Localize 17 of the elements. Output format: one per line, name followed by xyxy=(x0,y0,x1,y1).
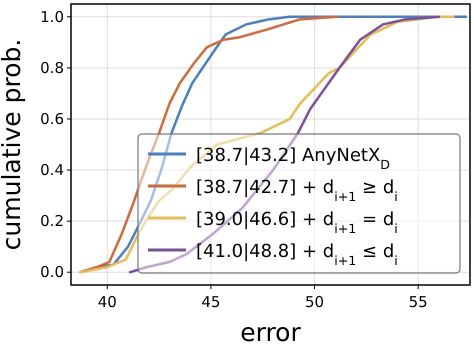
y-tick-label: 0.8 xyxy=(40,58,64,77)
y-axis-title: cumulative prob. xyxy=(0,38,26,250)
x-tick-label: 40 xyxy=(98,293,117,311)
y-tick-label: 1.0 xyxy=(40,8,64,26)
y-tick-label: 0.4 xyxy=(40,161,64,180)
y-tick-label: 0.0 xyxy=(40,263,64,282)
legend-label: [41.0|48.8] + d$_{i+1}$ ≤ d$_{i}$ xyxy=(196,241,398,268)
y-tick-label: 0.6 xyxy=(40,110,64,128)
legend-label: [38.7|43.2] AnyNetX$_{D}$ xyxy=(196,145,390,172)
x-tick-label: 55 xyxy=(408,293,428,311)
x-tick-label: 50 xyxy=(305,293,324,311)
legend-label: [39.0|46.6] + d$_{i+1}$ = d$_{i}$ xyxy=(196,209,398,236)
x-axis-title: error xyxy=(240,318,302,347)
x-tick-label: 45 xyxy=(201,293,220,311)
legend-label: [38.7|42.7] + d$_{i+1}$ ≥ d$_{i}$ xyxy=(196,177,398,204)
y-tick-label: 0.2 xyxy=(40,212,64,230)
line-series xyxy=(128,16,440,274)
